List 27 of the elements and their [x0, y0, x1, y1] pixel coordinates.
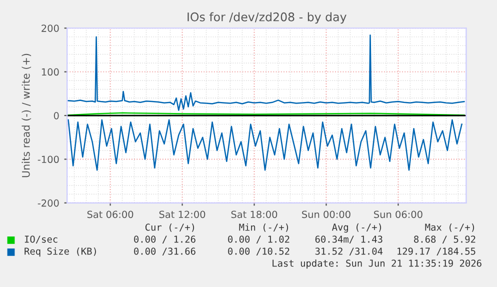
text: Min (-/+)	[239, 223, 288, 232]
y-axis-title: Units read (-) / write (+)	[22, 54, 32, 178]
y-tick-label: -200	[38, 199, 59, 207]
y-tick-label: 200	[42, 24, 59, 32]
text: 0.00 / 1.26	[134, 236, 196, 244]
text: Cur (-/+)	[145, 223, 194, 232]
legend-label: Req Size (KB)	[24, 247, 96, 257]
text: 60.34m/ 1.43	[315, 236, 382, 244]
chart-title: IOs for /dev/zd208 - by day	[188, 12, 346, 24]
text: 0.00 / 1.02	[228, 236, 290, 244]
x-tick-label: Sat 12:00	[159, 210, 206, 218]
text: Avg (-/+)	[332, 223, 382, 233]
text: Max (-/+)	[425, 223, 474, 232]
text: 0.00 /31.66	[134, 248, 196, 256]
legend-label: IO/sec	[24, 236, 58, 244]
y-tick-label: 0	[54, 112, 59, 120]
x-tick-label: Sun 06:00	[374, 210, 422, 218]
x-tick-label: Sun 00:00	[302, 210, 350, 218]
x-tick-label: Sat 06:00	[87, 210, 134, 218]
y-tick-label: 100	[42, 68, 59, 76]
text: 0.00 /10.52	[228, 248, 290, 256]
text: Last update: Sun Jun 21 11:35:19 2026	[272, 259, 482, 269]
text: 8.68 / 5.92	[414, 236, 476, 244]
text: 129.17 /184.55	[398, 248, 476, 256]
y-tick-label: -100	[38, 156, 59, 164]
text: 31.52 /31.04	[315, 248, 383, 256]
x-tick-label: Sat 18:00	[231, 210, 278, 218]
